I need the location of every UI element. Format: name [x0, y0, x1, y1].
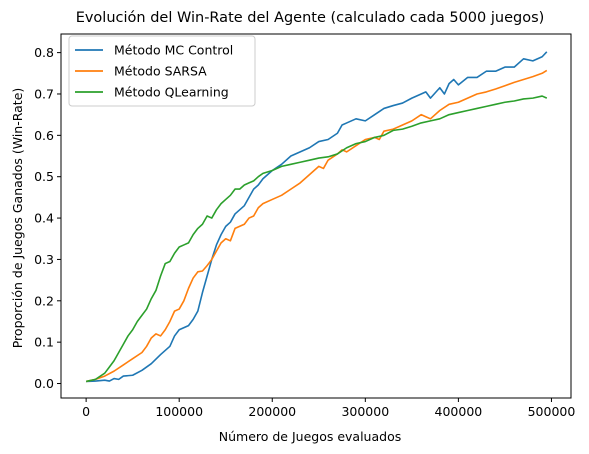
y-tick-label: 0.5	[34, 169, 54, 184]
y-axis-ticks: 0.0 0.1 0.2 0.3 0.4 0.5 0.6 0.7 0.8	[34, 45, 61, 391]
legend-label-1: Método MC Control	[114, 43, 233, 58]
y-axis-label: Proporción de Juegos Ganados (Win-Rate)	[10, 88, 25, 349]
x-tick-label: 300000	[341, 404, 389, 419]
y-tick-label: 0.7	[34, 86, 54, 101]
x-tick-label: 200000	[248, 404, 296, 419]
series-line-3	[85, 95, 548, 383]
legend-label-2: Método SARSA	[114, 64, 207, 79]
y-tick-label: 0.4	[34, 211, 54, 226]
y-tick-label: 0.3	[34, 252, 54, 267]
series-line-2	[85, 69, 548, 383]
y-tick-label: 0.1	[34, 335, 54, 350]
series-line-1	[86, 51, 548, 383]
y-tick-label: 0.2	[34, 293, 54, 308]
plot-lines	[85, 51, 548, 383]
y-tick-label: 0.8	[34, 45, 54, 60]
y-tick-label: 0.6	[34, 128, 54, 143]
x-axis-label: Número de Juegos evaluados	[219, 429, 402, 444]
legend-label-3: Método QLearning	[114, 85, 229, 100]
x-tick-label: 0	[82, 404, 90, 419]
chart-title: Evolución del Win-Rate del Agente (calcu…	[76, 10, 545, 26]
legend-box	[68, 35, 256, 107]
plot-frame	[60, 33, 572, 399]
x-tick-label: 500000	[528, 404, 576, 419]
x-tick-label: 100000	[155, 404, 203, 419]
legend: Método MC Control Método SARSA Método QLea…	[68, 35, 256, 107]
x-axis-ticks: 0 100000 200000 300000 400000 500000	[82, 398, 575, 419]
x-tick-label: 400000	[435, 404, 483, 419]
y-tick-label: 0.0	[34, 376, 54, 391]
